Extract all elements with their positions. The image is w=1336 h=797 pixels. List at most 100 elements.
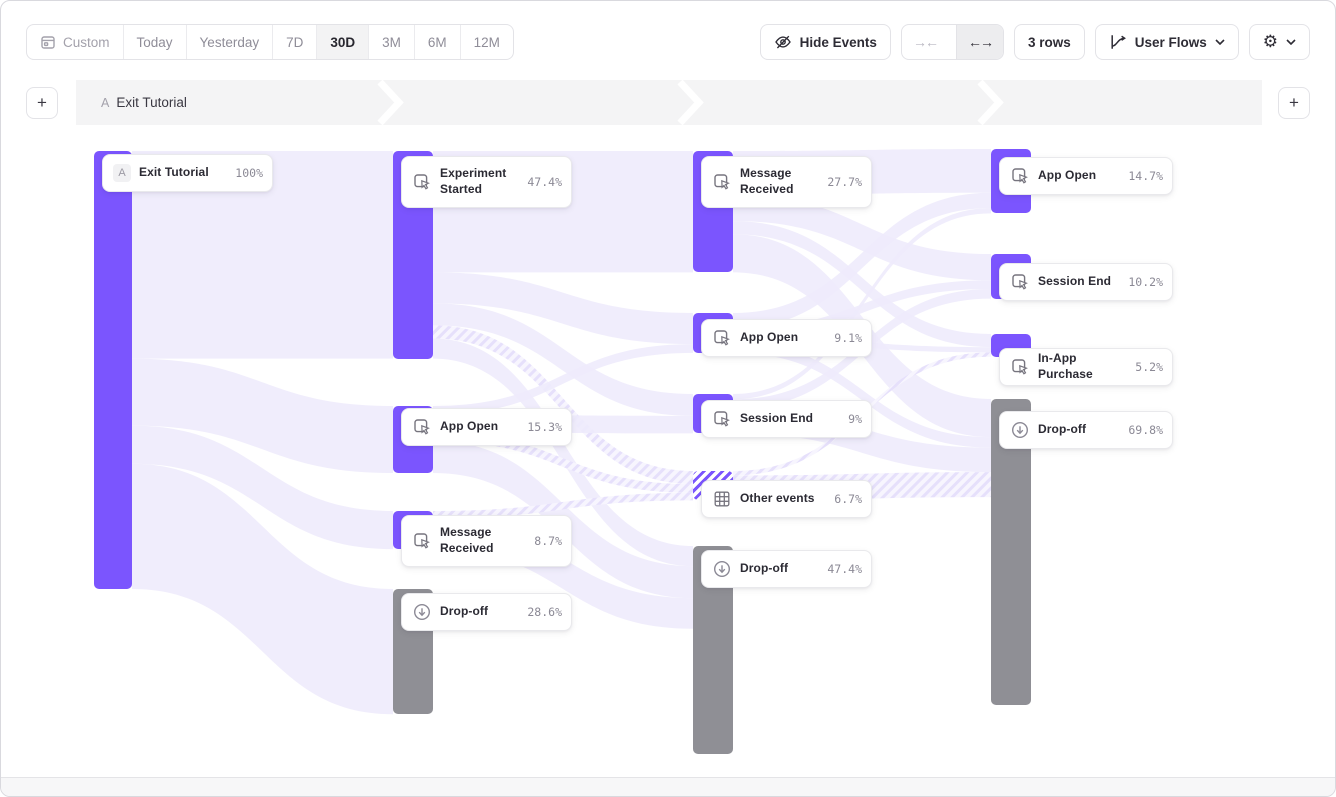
- date-range-label: Custom: [63, 34, 110, 50]
- event-icon: [412, 172, 432, 192]
- step-letter: A: [101, 95, 110, 110]
- flow-link-c0-exit-tutorial-to-c1-drop-off[interactable]: [132, 463, 393, 715]
- steps-band: A Exit Tutorial: [76, 80, 1262, 125]
- add-step-end-button[interactable]: +: [1278, 87, 1310, 119]
- flow-link-c2-app-open-to-c3-drop-off[interactable]: [733, 342, 991, 448]
- calendar-icon: [40, 34, 56, 50]
- flow-node-bar-c3-drop-off[interactable]: [991, 399, 1031, 705]
- flow-node-card-c2-other-events[interactable]: Other events 6.7%: [701, 480, 872, 518]
- event-icon: [412, 417, 432, 437]
- drop-off-icon: [712, 559, 732, 579]
- node-label: Drop-off: [440, 604, 489, 619]
- flow-node-card-c3-drop-off[interactable]: Drop-off 69.8%: [999, 411, 1173, 449]
- flow-node-card-c1-app-open[interactable]: App Open 15.3%: [401, 408, 572, 446]
- node-label: Experiment Started: [440, 166, 507, 196]
- node-percent: 8.7%: [534, 534, 562, 548]
- date-range-label: 12M: [473, 34, 500, 50]
- node-label: Session End: [740, 411, 814, 426]
- date-range-yesterday[interactable]: Yesterday: [185, 25, 273, 59]
- flow-link-c0-exit-tutorial-to-c1-app-open[interactable]: [132, 358, 393, 474]
- date-range-today[interactable]: Today: [122, 25, 186, 59]
- flow-link-c0-exit-tutorial-to-c1-experiment-started[interactable]: [132, 151, 393, 359]
- steps-header: + A Exit Tutorial +: [1, 80, 1335, 126]
- settings-dropdown[interactable]: ⚙: [1248, 24, 1310, 60]
- step-letter-badge: A: [113, 164, 131, 182]
- flow-node-card-c3-app-open[interactable]: App Open 14.7%: [999, 157, 1173, 195]
- flow-link-c2-session-end-to-c3-app-open[interactable]: [733, 208, 991, 400]
- node-label: Other events: [740, 491, 815, 506]
- node-percent: 47.4%: [527, 175, 562, 189]
- drop-off-icon: [1010, 420, 1030, 440]
- flow-link-c1-experiment-started-to-c2-session-end[interactable]: [433, 303, 693, 416]
- event-icon: [712, 172, 732, 192]
- collapse-columns-button[interactable]: →←: [912, 34, 939, 50]
- node-label: Session End: [1038, 274, 1112, 289]
- node-label: Message Received: [740, 166, 794, 196]
- view-selector-label: User Flows: [1134, 34, 1207, 50]
- flow-node-card-c1-experiment-started[interactable]: Experiment Started 47.4%: [401, 156, 572, 208]
- flow-node-card-c3-session-end[interactable]: Session End 10.2%: [999, 263, 1173, 301]
- date-range-label: 30D: [330, 34, 356, 50]
- flow-link-c0-exit-tutorial-to-c1-message-received[interactable]: [132, 425, 393, 550]
- date-range-6m[interactable]: 6M: [413, 25, 460, 59]
- expand-columns-button[interactable]: ←→: [955, 25, 1003, 59]
- flow-link-c2-app-open-to-c3-app-open[interactable]: [733, 192, 991, 329]
- step-a-label[interactable]: A Exit Tutorial: [101, 80, 187, 125]
- hide-events-button[interactable]: Hide Events: [759, 24, 891, 60]
- node-label: App Open: [440, 419, 499, 434]
- add-step-start-button[interactable]: +: [26, 87, 58, 119]
- date-range-label: 6M: [427, 34, 447, 50]
- event-icon: [712, 409, 732, 429]
- date-range-3m[interactable]: 3M: [368, 25, 414, 59]
- date-range-label: Yesterday: [199, 34, 260, 50]
- node-label: In-App Purchase: [1038, 351, 1093, 381]
- flow-node-bar-c0-exit-tutorial[interactable]: [94, 151, 132, 589]
- flow-node-card-c2-drop-off[interactable]: Drop-off 47.4%: [701, 550, 872, 588]
- collapse-expand-control: →← ←→: [900, 24, 1004, 60]
- view-selector-dropdown[interactable]: User Flows: [1094, 24, 1239, 60]
- node-label: Drop-off: [1038, 422, 1087, 437]
- flow-link-c1-message-received-to-c2-other-events[interactable]: [433, 492, 693, 519]
- flow-link-c1-experiment-started-to-c2-drop-off[interactable]: [433, 338, 693, 567]
- date-range-30d[interactable]: 30D: [316, 25, 369, 59]
- node-percent: 47.4%: [827, 562, 862, 576]
- node-percent: 9%: [848, 412, 862, 426]
- date-range-7d[interactable]: 7D: [272, 25, 316, 59]
- date-range-label: Today: [136, 34, 173, 50]
- node-percent: 69.8%: [1128, 423, 1163, 437]
- node-percent: 9.1%: [834, 331, 862, 345]
- node-label: Drop-off: [740, 561, 789, 576]
- node-label: App Open: [740, 330, 799, 345]
- date-range-12m[interactable]: 12M: [459, 25, 513, 59]
- flow-node-card-c2-app-open[interactable]: App Open 9.1%: [701, 319, 872, 357]
- node-percent: 14.7%: [1128, 169, 1163, 183]
- flow-node-card-c1-drop-off[interactable]: Drop-off 28.6%: [401, 593, 572, 631]
- flow-link-c2-message-received-to-c3-session-end[interactable]: [733, 194, 991, 281]
- flow-link-c1-experiment-started-to-c2-other-events[interactable]: [433, 325, 693, 485]
- flow-node-card-c1-message-received[interactable]: Message Received 8.7%: [401, 515, 572, 567]
- event-icon: [712, 328, 732, 348]
- rows-label: 3 rows: [1027, 34, 1071, 50]
- flow-node-card-c2-session-end[interactable]: Session End 9%: [701, 400, 872, 438]
- step-separator-chevrons: [377, 80, 1004, 125]
- date-range-label: 3M: [382, 34, 401, 50]
- node-percent: 100%: [235, 166, 263, 180]
- footer-strip: [1, 777, 1335, 796]
- date-range-custom[interactable]: Custom: [27, 25, 123, 59]
- node-percent: 27.7%: [827, 175, 862, 189]
- flow-link-c1-app-open-to-c2-other-events[interactable]: [433, 432, 693, 493]
- eye-off-icon: [774, 33, 792, 51]
- flow-link-c2-app-open-to-c3-session-end[interactable]: [733, 280, 991, 338]
- flow-link-c1-app-open-to-c2-app-open[interactable]: [433, 344, 693, 415]
- gear-icon: ⚙: [1262, 31, 1278, 52]
- flow-link-c1-experiment-started-to-c2-app-open[interactable]: [433, 272, 693, 345]
- node-percent: 15.3%: [527, 420, 562, 434]
- flow-node-card-c2-message-received[interactable]: Message Received 27.7%: [701, 156, 872, 208]
- rows-button[interactable]: 3 rows: [1013, 24, 1085, 60]
- flow-node-card-c0-exit-tutorial[interactable]: A Exit Tutorial 100%: [102, 154, 273, 192]
- date-range-label: 7D: [286, 34, 304, 50]
- flow-link-c2-message-received-to-c3-in-app-purchase[interactable]: [733, 221, 991, 348]
- flow-node-card-c3-in-app-purchase[interactable]: In-App Purchase 5.2%: [999, 348, 1173, 386]
